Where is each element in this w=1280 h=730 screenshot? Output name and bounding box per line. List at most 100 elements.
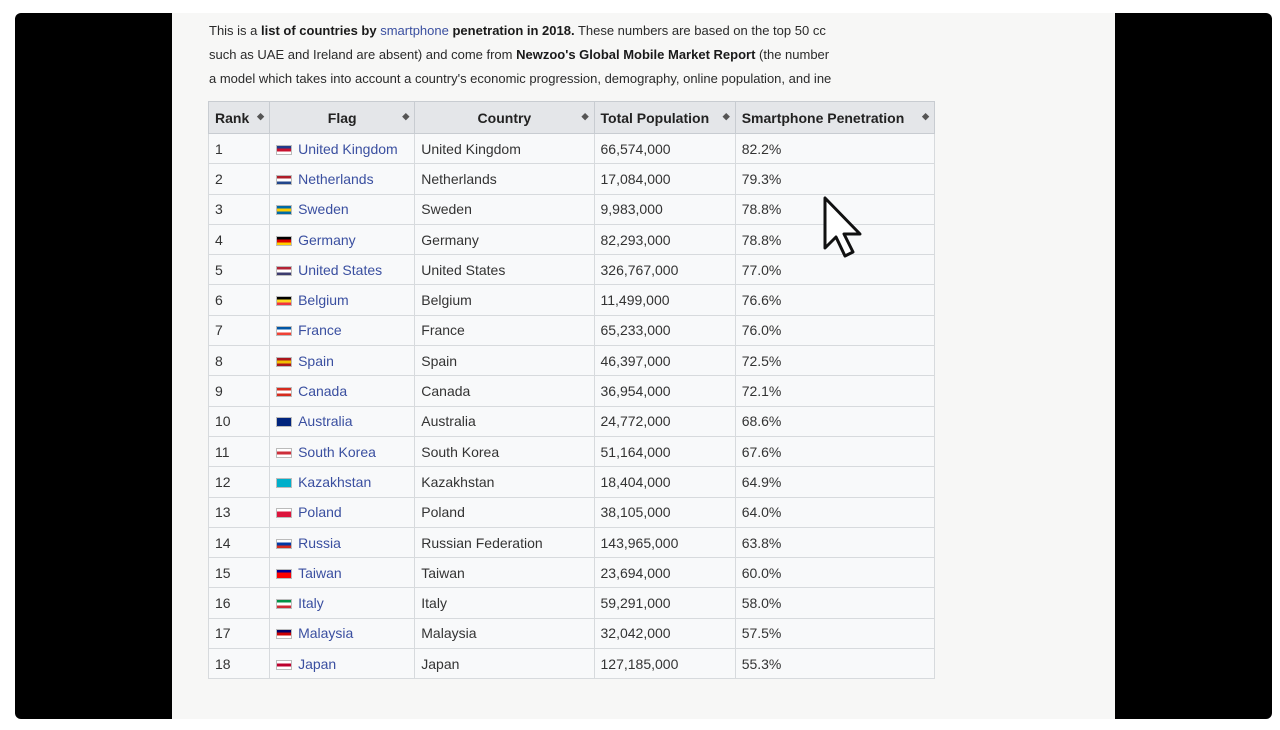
- penetration-cell: 76.0%: [734, 314, 936, 347]
- country-link[interactable]: Sweden: [298, 201, 349, 218]
- rank-header[interactable]: Rank ◆: [207, 101, 271, 134]
- country-link[interactable]: France: [298, 322, 342, 339]
- rank-cell: 4: [207, 223, 271, 256]
- rank-cell: 6: [207, 284, 271, 316]
- penetration-cell: 64.0%: [734, 496, 936, 528]
- population-cell: 143,965,000: [593, 526, 736, 559]
- sort-arrows-icon[interactable]: ◆: [257, 111, 265, 121]
- flag-cell: Italy: [269, 587, 416, 619]
- country-link[interactable]: Belgium: [298, 292, 349, 309]
- country-flag-icon: [276, 387, 293, 398]
- flag-header[interactable]: Flag ◆: [269, 101, 416, 134]
- flag-cell: Malaysia: [269, 617, 416, 650]
- table-row: 16 Italy Italy 59,291,000 58.0%: [207, 587, 936, 619]
- flag-cell: Netherlands: [269, 163, 416, 195]
- penetration-table: Rank ◆ Flag ◆ Country ◆ Total Population ◆ S…: [207, 101, 936, 680]
- population-cell: 51,164,000: [593, 435, 736, 468]
- country-link[interactable]: United States: [298, 261, 383, 278]
- penetration-cell: 82.2%: [734, 132, 936, 165]
- sort-arrows-icon[interactable]: ◆: [922, 111, 929, 121]
- table-row: 1 United Kingdom United Kingdom 66,574,000 8…: [207, 132, 936, 165]
- country-flag-icon: [276, 174, 293, 185]
- rank-cell: 11: [207, 435, 271, 468]
- population-cell: 11,499,000: [593, 284, 736, 316]
- flag-cell: France: [269, 314, 416, 347]
- country-flag-icon: [276, 659, 293, 670]
- table-header-row: Rank ◆ Flag ◆ Country ◆ Total Population ◆ S…: [207, 101, 936, 134]
- penetration-cell: 72.1%: [734, 375, 936, 407]
- rank-cell: 7: [207, 314, 271, 347]
- country-flag-icon: [276, 538, 293, 549]
- country-header-label: Country: [477, 109, 532, 126]
- flag-cell: Japan: [269, 648, 416, 680]
- country-link[interactable]: Netherlands: [298, 170, 374, 187]
- country-link[interactable]: Russia: [298, 534, 341, 551]
- rank-cell: 18: [207, 648, 271, 680]
- table-row: 13 Poland Poland 38,105,000 64.0%: [207, 496, 936, 528]
- country-link[interactable]: Japan: [298, 655, 337, 672]
- country-link[interactable]: South Korea: [298, 443, 376, 460]
- population-cell: 18,404,000: [593, 466, 736, 498]
- country-cell: South Korea: [414, 435, 595, 468]
- intro-line-2: such as UAE and Ireland are absent) and …: [209, 43, 936, 67]
- mouse-pointer-icon: [823, 196, 862, 258]
- penetration-header-label: Smartphone Penetration: [741, 109, 905, 126]
- flag-cell: Belgium: [269, 284, 416, 316]
- rank-header-label: Rank: [215, 109, 250, 126]
- sort-arrows-icon[interactable]: ◆: [402, 111, 410, 121]
- population-header[interactable]: Total Population ◆: [593, 101, 736, 134]
- rank-cell: 9: [207, 375, 271, 407]
- table-row: 8 Spain Spain 46,397,000 72.5%: [207, 345, 936, 377]
- country-cell: Australia: [414, 405, 595, 437]
- table-row: 14 Russia Russian Federation 143,965,000 63.…: [207, 526, 936, 559]
- country-link[interactable]: Kazakhstan: [298, 473, 372, 490]
- penetration-cell: 76.6%: [734, 284, 936, 316]
- country-link[interactable]: Poland: [298, 504, 342, 521]
- country-link[interactable]: Taiwan: [298, 564, 342, 581]
- country-link[interactable]: Malaysia: [298, 625, 354, 642]
- rank-cell: 17: [207, 617, 271, 650]
- flag-cell: Canada: [269, 375, 416, 407]
- population-cell: 17,084,000: [593, 163, 736, 195]
- table-row: 12 Kazakhstan Kazakhstan 18,404,000 64.9%: [207, 466, 936, 498]
- population-header-label: Total Population: [600, 109, 710, 126]
- population-cell: 65,233,000: [593, 314, 736, 347]
- penetration-cell: 57.5%: [734, 617, 936, 650]
- penetration-header[interactable]: Smartphone Penetration ◆: [734, 101, 936, 134]
- country-link[interactable]: Spain: [298, 352, 334, 369]
- table-row: 15 Taiwan Taiwan 23,694,000 60.0%: [207, 557, 936, 589]
- population-cell: 38,105,000: [593, 496, 736, 528]
- country-flag-icon: [276, 205, 293, 216]
- country-link[interactable]: Italy: [298, 595, 324, 612]
- country-link[interactable]: Canada: [298, 383, 348, 400]
- intro-text-4: (the number: [755, 47, 830, 62]
- rank-cell: 8: [207, 345, 271, 377]
- penetration-cell: 64.9%: [734, 466, 936, 498]
- sort-arrows-icon[interactable]: ◆: [581, 111, 589, 121]
- country-cell: Spain: [414, 345, 595, 377]
- country-cell: United States: [414, 254, 595, 286]
- country-link[interactable]: Australia: [298, 413, 353, 430]
- country-link[interactable]: Germany: [298, 231, 356, 248]
- country-link[interactable]: United Kingdom: [298, 140, 398, 157]
- smartphone-link[interactable]: smartphone: [380, 23, 449, 38]
- table-row: 10 Australia Australia 24,772,000 68.6%: [207, 405, 936, 437]
- flag-header-label: Flag: [327, 109, 357, 126]
- country-header[interactable]: Country ◆: [414, 101, 595, 134]
- rank-cell: 13: [207, 496, 271, 528]
- population-cell: 24,772,000: [593, 405, 736, 437]
- population-cell: 46,397,000: [593, 345, 736, 377]
- report-name: Newzoo's Global Mobile Market Report: [516, 47, 756, 62]
- country-cell: Kazakhstan: [414, 466, 595, 498]
- population-cell: 326,767,000: [593, 254, 736, 286]
- sort-arrows-icon[interactable]: ◆: [722, 111, 730, 121]
- intro-line-3: a model which takes into account a count…: [209, 71, 832, 86]
- penetration-cell: 63.8%: [734, 526, 936, 559]
- flag-cell: South Korea: [269, 435, 416, 468]
- flag-cell: Australia: [269, 405, 416, 437]
- rank-cell: 10: [207, 405, 271, 437]
- flag-cell: United Kingdom: [269, 132, 416, 165]
- intro-bold-year: penetration in 2018.: [448, 23, 575, 38]
- rank-cell: 3: [207, 193, 271, 225]
- rank-cell: 14: [207, 526, 271, 559]
